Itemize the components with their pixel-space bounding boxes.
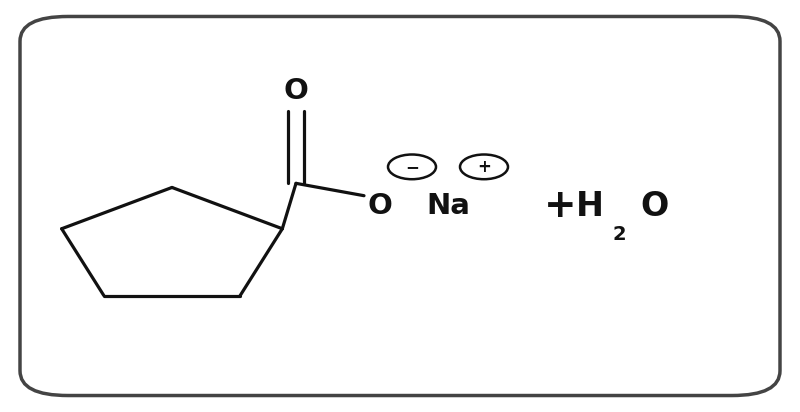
Text: O: O	[283, 77, 309, 105]
Text: +: +	[477, 158, 491, 176]
Text: −: −	[405, 158, 419, 176]
Text: 2: 2	[612, 225, 626, 244]
FancyBboxPatch shape	[20, 16, 780, 396]
Text: H: H	[576, 190, 604, 222]
Text: +: +	[544, 187, 576, 225]
Text: Na: Na	[426, 192, 470, 220]
Text: O: O	[640, 190, 668, 222]
Text: O: O	[367, 192, 393, 220]
